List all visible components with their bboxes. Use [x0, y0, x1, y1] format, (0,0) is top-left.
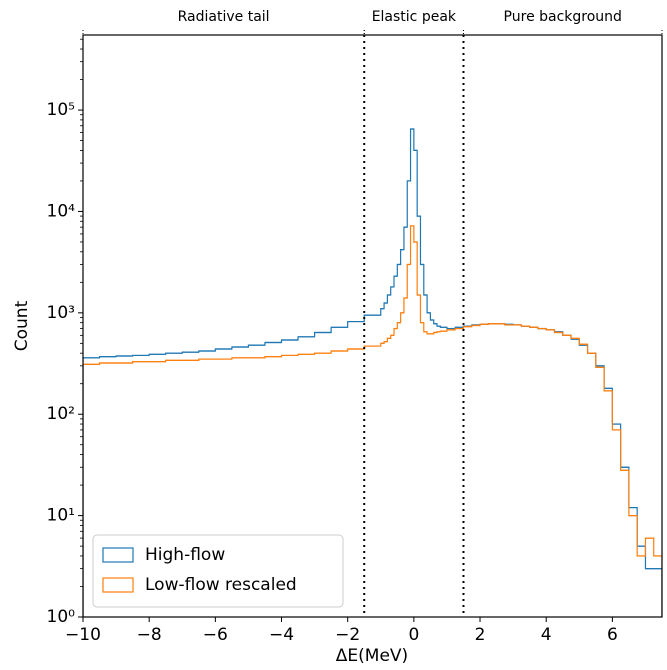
y-tick-label: 10³ [47, 303, 75, 323]
x-tick-label: −8 [137, 625, 162, 645]
x-tick-label: −6 [203, 625, 228, 645]
x-axis-label: ΔE(MeV) [336, 646, 408, 666]
y-tick-label: 10⁵ [47, 100, 75, 120]
axes-frame [82, 34, 663, 618]
x-tick-label: −10 [65, 625, 101, 645]
legend-swatch [102, 547, 134, 563]
y-tick-label: 10¹ [47, 506, 75, 526]
y-tick-label: 10² [47, 404, 75, 424]
legend-swatch [102, 577, 134, 593]
x-tick-label: −4 [269, 625, 294, 645]
step-outline [83, 128, 662, 617]
y-tick-label: 10⁴ [47, 201, 76, 221]
plot-area [83, 128, 662, 617]
region-label: Radiative tail [178, 9, 270, 25]
step-outline [83, 225, 662, 617]
legend-label: Low-flow rescaled [145, 575, 297, 595]
x-tick-label: 6 [607, 625, 618, 645]
y-axis-label: Count [12, 300, 32, 351]
x-tick-label: 0 [408, 625, 419, 645]
region-label: Elastic peak [372, 9, 457, 25]
x-tick-label: 4 [541, 625, 552, 645]
x-tick-label: −2 [335, 625, 360, 645]
legend-box [92, 534, 344, 608]
region-label: Pure background [504, 9, 622, 25]
legend-label: High-flow [145, 545, 225, 565]
x-tick-label: 2 [475, 625, 486, 645]
y-tick-label: 10⁰ [47, 607, 76, 627]
